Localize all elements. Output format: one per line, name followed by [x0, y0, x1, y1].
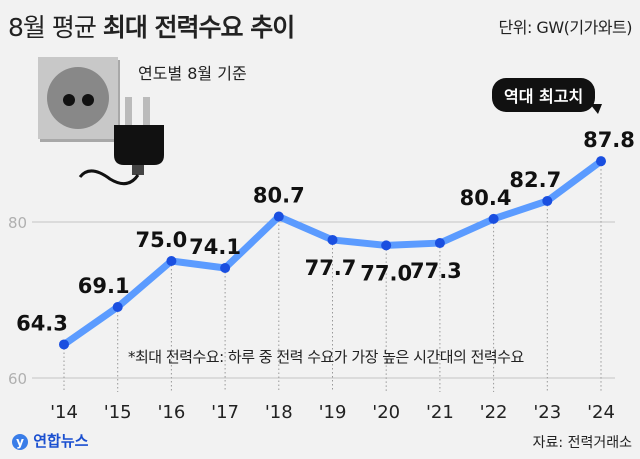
x-tick-label: '24 [587, 402, 615, 423]
data-label: 69.1 [78, 274, 130, 298]
data-label: 82.7 [509, 168, 561, 192]
page-title: 8월 평균 최대 전력수요 추이 [8, 13, 295, 42]
x-tick-label: '19 [319, 402, 347, 423]
data-label: 77.3 [410, 259, 462, 283]
data-label: 80.4 [460, 186, 512, 210]
x-tick-label: '14 [50, 402, 78, 423]
footnote: *최대 전력수요: 하루 중 전력 수요가 가장 높은 시간대의 전력수요 [128, 348, 524, 366]
data-point [59, 339, 69, 350]
data-point [381, 240, 392, 251]
data-point [166, 256, 177, 266]
yonhap-logo: y 연합뉴스 [12, 430, 88, 451]
data-label: 87.8 [583, 128, 635, 152]
x-tick-label: '17 [211, 402, 239, 423]
data-label: 80.7 [253, 184, 305, 208]
data-label: 75.0 [135, 228, 187, 252]
data-label: 77.7 [305, 256, 357, 280]
y-tick-label: 60 [8, 370, 27, 388]
badge-pointer [590, 104, 602, 114]
plug-icon [38, 57, 164, 186]
data-point [112, 302, 123, 313]
data-point [542, 195, 553, 206]
x-tick-label: '20 [372, 402, 400, 423]
data-label: 64.3 [16, 311, 68, 335]
data-label: 74.1 [189, 235, 241, 259]
x-tick-label: '16 [157, 402, 185, 423]
data-point [220, 263, 231, 274]
x-tick-label: '21 [426, 402, 454, 423]
x-tick-label: '15 [104, 402, 132, 423]
data-point [273, 211, 284, 222]
source: 자료: 전력거래소 [532, 435, 632, 451]
data-label: 77.0 [360, 261, 412, 285]
data-point [596, 156, 606, 167]
record-high-badge: 역대 최고치 [492, 78, 596, 112]
x-tick-label: '22 [480, 402, 508, 423]
y-tick-label: 80 [8, 214, 27, 232]
x-tick-label: '18 [265, 402, 293, 423]
subtitle: 연도별 8월 기준 [138, 64, 247, 83]
data-point [434, 238, 445, 249]
unit-label: 단위: GW(기가와트) [498, 18, 633, 37]
data-point [327, 234, 338, 245]
data-point [488, 213, 499, 224]
x-tick-label: '23 [533, 402, 561, 423]
